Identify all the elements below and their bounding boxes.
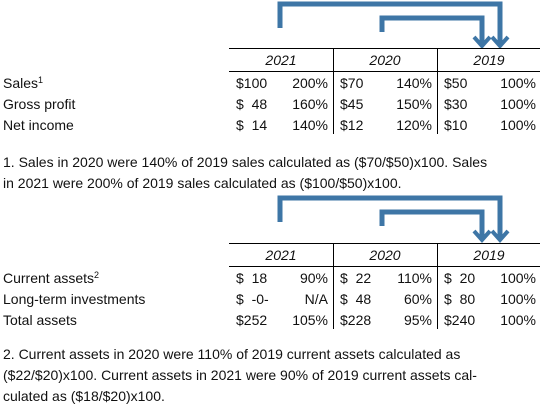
row-label: Current assets2 xyxy=(3,270,100,286)
amount-2019: $240 xyxy=(444,312,476,328)
percent-2021: 160% xyxy=(292,96,328,112)
amount-2021: $ 18 xyxy=(236,270,268,286)
percent-2019: 100% xyxy=(500,75,536,91)
percent-2021: 200% xyxy=(292,75,328,91)
percent-2020: 110% xyxy=(397,270,432,286)
percent-2020: 60% xyxy=(403,291,432,307)
arrow-2021-to-2019 xyxy=(277,195,503,239)
year-header-2021: 2021 xyxy=(265,247,297,263)
amount-2021: $ -0- xyxy=(236,291,269,307)
amount-2021: $ 48 xyxy=(236,96,268,112)
arrow-2020-to-2019 xyxy=(379,209,485,239)
row-label: Long-term investments xyxy=(3,291,146,307)
row-label: Sales1 xyxy=(3,75,44,91)
column-divider xyxy=(333,243,334,329)
sales-table-block: 2021 2020 2019 Sales1 $100 200% $70 140%… xyxy=(0,0,543,200)
footnote-ref: 1 xyxy=(38,75,44,85)
column-divider xyxy=(437,48,438,134)
footnote-2-line: culated as ($18/$20)x100. xyxy=(3,388,165,404)
column-divider xyxy=(333,48,334,134)
percent-2020: 150% xyxy=(396,96,432,112)
percent-2019: 100% xyxy=(500,291,536,307)
percent-2019: 100% xyxy=(500,312,536,328)
row-label: Total assets xyxy=(3,312,77,328)
amount-2019: $30 xyxy=(444,96,468,112)
percent-2019: 100% xyxy=(500,117,536,133)
footnote-ref: 2 xyxy=(94,270,100,280)
column-divider xyxy=(437,243,438,329)
percent-2021: 90% xyxy=(299,270,328,286)
header-top-rule xyxy=(229,243,540,244)
header-bottom-rule xyxy=(229,266,540,267)
amount-2020: $12 xyxy=(340,117,364,133)
amount-2019: $ 20 xyxy=(444,270,476,286)
percent-2019: 100% xyxy=(500,96,536,112)
arrow-2021-to-2019 xyxy=(277,1,503,45)
amount-2021: $252 xyxy=(236,312,268,328)
amount-2019: $10 xyxy=(444,117,468,133)
year-header-2021: 2021 xyxy=(265,52,297,68)
comparison-arrows xyxy=(277,1,510,50)
year-header-2019: 2019 xyxy=(473,247,505,263)
header-bottom-rule xyxy=(229,71,540,72)
amount-2020: $70 xyxy=(340,75,364,91)
percent-2021: N/A xyxy=(304,291,328,307)
arrowhead-2020 xyxy=(472,229,492,244)
year-header-2020: 2020 xyxy=(369,247,401,263)
arrow-2020-to-2019 xyxy=(379,15,485,45)
amount-2020: $ 22 xyxy=(340,270,372,286)
amount-2019: $ 80 xyxy=(444,291,476,307)
percent-2020: 95% xyxy=(403,312,432,328)
percent-2019: 100% xyxy=(500,270,536,286)
arrowhead-2021 xyxy=(490,229,510,244)
percent-2021: 105% xyxy=(292,312,328,328)
percent-2021: 140% xyxy=(292,117,328,133)
footnote-2-line: ($22/$20)x100. Current assets in 2021 we… xyxy=(3,367,477,383)
arrowhead-2020 xyxy=(472,35,492,50)
footnote-1-line: 1. Sales in 2020 were 140% of 2019 sales… xyxy=(3,154,488,170)
row-label: Net income xyxy=(3,117,74,133)
amount-2020: $ 48 xyxy=(340,291,372,307)
header-top-rule xyxy=(229,48,540,49)
amount-2020: $228 xyxy=(340,312,372,328)
amount-2021: $100 xyxy=(236,75,268,91)
footnote-2-line: 2. Current assets in 2020 were 110% of 2… xyxy=(3,346,461,362)
percent-2020: 120% xyxy=(396,117,432,133)
year-header-2020: 2020 xyxy=(369,52,401,68)
amount-2020: $45 xyxy=(340,96,364,112)
arrowhead-2021 xyxy=(490,35,510,50)
row-label: Gross profit xyxy=(3,96,76,112)
footnote-1-line: in 2021 were 200% of 2019 sales calculat… xyxy=(3,175,402,191)
assets-table-block: 2021 2020 2019 Current assets2 $ 18 90% … xyxy=(0,194,543,407)
comparison-arrows xyxy=(277,195,510,244)
percent-2020: 140% xyxy=(396,75,432,91)
amount-2019: $50 xyxy=(444,75,468,91)
year-header-2019: 2019 xyxy=(473,52,505,68)
amount-2021: $ 14 xyxy=(236,117,268,133)
